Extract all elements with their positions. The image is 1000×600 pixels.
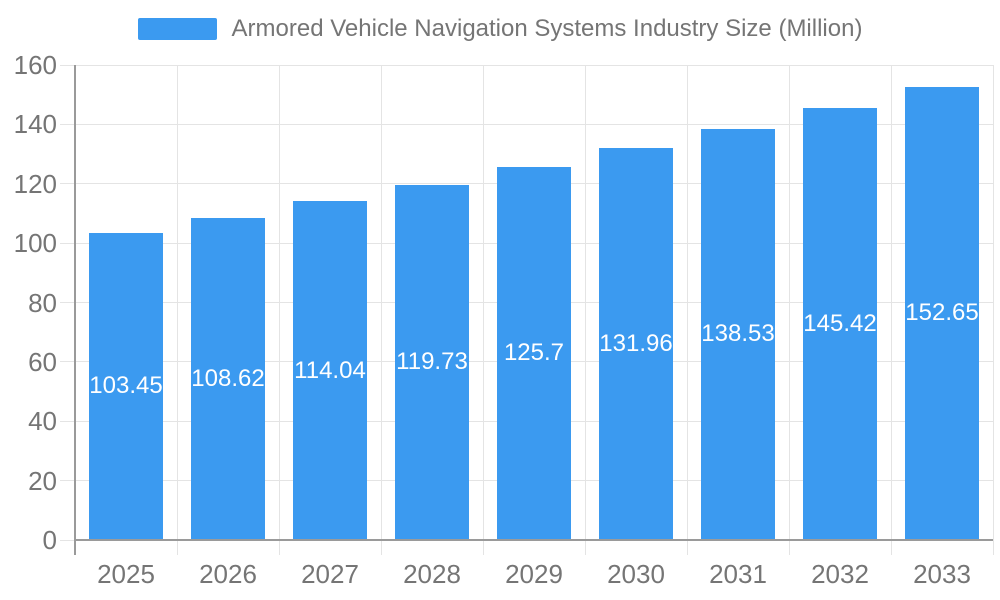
bar-value-label: 131.96 <box>599 330 673 358</box>
y-axis-tick <box>60 183 75 185</box>
x-gridline <box>584 65 586 540</box>
y-axis-label: 40 <box>28 406 57 437</box>
bar-2028[interactable] <box>394 184 470 540</box>
x-axis-label: 2032 <box>811 559 869 589</box>
x-axis-line <box>74 539 993 541</box>
bar-value-label: 103.45 <box>89 372 163 400</box>
y-axis-tick <box>60 539 75 541</box>
y-gridline <box>75 64 993 66</box>
y-axis-label: 60 <box>28 346 57 377</box>
bar-2033[interactable] <box>904 86 980 540</box>
y-axis-tick <box>60 123 75 125</box>
y-axis-tick <box>60 64 75 66</box>
y-axis-label: 20 <box>28 465 57 496</box>
y-axis-tick <box>60 361 75 363</box>
legend-swatch[interactable] <box>137 18 217 40</box>
x-gridline <box>176 65 178 540</box>
bar-value-label: 114.04 <box>294 356 366 384</box>
y-axis-tick <box>60 242 75 244</box>
x-gridline <box>278 65 280 540</box>
bar-2027[interactable] <box>292 201 368 540</box>
bar-value-label: 108.62 <box>191 364 265 392</box>
x-axis-tick <box>278 540 280 555</box>
chart-legend: Armored Vehicle Navigation Systems Indus… <box>0 14 1000 44</box>
x-axis-tick <box>992 540 994 555</box>
x-axis-label: 2025 <box>97 559 155 589</box>
x-axis-tick <box>482 540 484 555</box>
bar-2030[interactable] <box>598 148 674 540</box>
y-axis-label: 80 <box>28 287 57 318</box>
y-axis-tick <box>60 302 75 303</box>
x-gridline <box>890 65 892 540</box>
bar-2032[interactable] <box>802 108 878 540</box>
x-axis-label: 2033 <box>913 559 971 589</box>
x-axis-tick <box>788 540 790 555</box>
x-axis-tick <box>890 540 892 555</box>
x-axis-label: 2029 <box>505 559 563 589</box>
x-gridline <box>788 65 790 540</box>
x-axis-label: 2031 <box>709 559 767 589</box>
bar-2026[interactable] <box>190 217 266 540</box>
bar-value-label: 125.7 <box>503 339 565 367</box>
x-axis-label: 2027 <box>301 559 359 589</box>
bar-value-label: 152.65 <box>905 299 979 327</box>
x-axis-tick <box>584 540 586 555</box>
y-axis-line <box>74 65 76 555</box>
y-axis-label: 140 <box>13 109 57 140</box>
y-axis-label: 160 <box>13 50 57 80</box>
y-axis-tick <box>60 480 75 482</box>
x-axis-label: 2026 <box>199 559 257 589</box>
y-axis-label: 120 <box>13 168 57 199</box>
x-gridline <box>686 65 688 540</box>
bar-value-label: 138.53 <box>701 320 775 348</box>
x-gridline <box>482 65 484 540</box>
y-axis-label: 100 <box>13 228 57 259</box>
x-axis-tick <box>686 540 688 555</box>
x-axis-label: 2028 <box>403 559 461 589</box>
y-axis-label: 0 <box>42 525 57 555</box>
x-gridline <box>380 65 382 540</box>
x-axis-tick <box>176 540 178 555</box>
bar-2025[interactable] <box>88 232 164 540</box>
bar-2029[interactable] <box>496 166 572 540</box>
y-axis-tick <box>60 420 75 422</box>
bar-value-label: 119.73 <box>396 348 468 376</box>
x-gridline <box>992 65 994 540</box>
bar-2031[interactable] <box>700 128 776 540</box>
x-axis-tick <box>380 540 382 555</box>
y-gridline <box>75 123 993 125</box>
legend-title[interactable]: Armored Vehicle Navigation Systems Indus… <box>231 15 863 42</box>
x-axis-label: 2030 <box>607 559 665 589</box>
bar-value-label: 145.42 <box>803 310 877 338</box>
